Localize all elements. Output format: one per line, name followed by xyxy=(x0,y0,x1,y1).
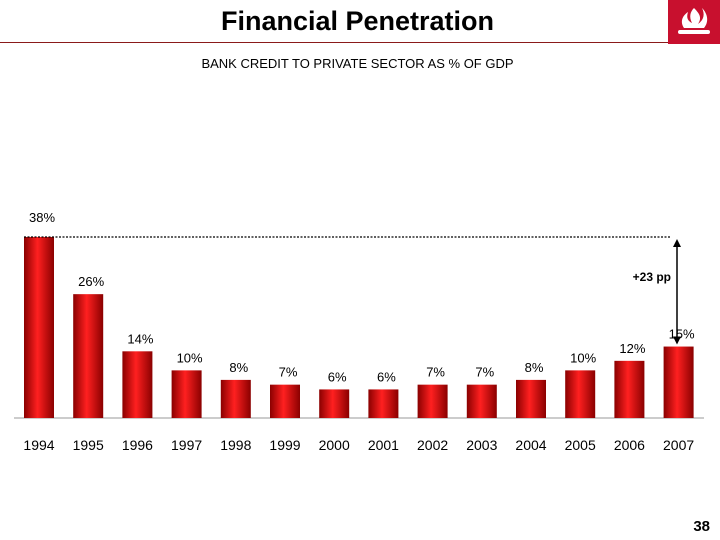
bar-2002 xyxy=(417,384,448,418)
value-label-1995: 26% xyxy=(78,274,104,289)
tick-label-2003: 2003 xyxy=(466,437,497,453)
bar-2007 xyxy=(663,346,694,418)
bar-1997 xyxy=(171,370,202,418)
bar-1995 xyxy=(73,294,104,418)
chart-subtitle: BANK CREDIT TO PRIVATE SECTOR AS % OF GD… xyxy=(201,56,514,71)
tick-label-2007: 2007 xyxy=(663,437,694,453)
tick-label-1996: 1996 xyxy=(122,437,153,453)
value-label-2005: 10% xyxy=(570,350,596,365)
bar-2004 xyxy=(516,379,546,418)
bar-2003 xyxy=(466,384,497,418)
tick-label-1999: 1999 xyxy=(269,437,300,453)
annotation-arrow xyxy=(673,239,681,345)
tick-label-1994: 1994 xyxy=(23,437,54,453)
annotation-label: +23 pp xyxy=(633,270,671,284)
value-label-2003: 7% xyxy=(475,365,494,380)
title-divider xyxy=(0,42,668,43)
value-label-2004: 8% xyxy=(525,360,544,375)
bar-1994 xyxy=(24,237,54,418)
tick-label-2002: 2002 xyxy=(417,437,448,453)
tick-label-1995: 1995 xyxy=(73,437,104,453)
santander-flame-icon xyxy=(668,0,720,44)
value-label-1996: 14% xyxy=(127,331,153,346)
bar-1998 xyxy=(220,379,251,418)
bar-2001 xyxy=(368,389,399,418)
value-label-1998: 8% xyxy=(229,360,248,375)
value-label-2002: 7% xyxy=(426,365,445,380)
tick-label-2001: 2001 xyxy=(368,437,399,453)
value-label-1994: 38% xyxy=(29,210,55,225)
bar-2000 xyxy=(319,389,350,418)
value-label-2007: 15% xyxy=(669,327,695,342)
tick-label-2004: 2004 xyxy=(515,437,546,453)
value-label-1997: 10% xyxy=(177,350,203,365)
value-label-2000: 6% xyxy=(328,369,347,384)
bar-1996 xyxy=(122,351,153,418)
tick-label-2006: 2006 xyxy=(614,437,645,453)
value-label-1999: 7% xyxy=(279,365,298,380)
bar-2005 xyxy=(565,370,596,418)
value-label-2006: 12% xyxy=(619,341,645,356)
bar-1999 xyxy=(270,384,300,418)
page-number: 38 xyxy=(693,518,710,535)
tick-label-1998: 1998 xyxy=(220,437,251,453)
bar-2006 xyxy=(614,360,645,418)
tick-label-2005: 2005 xyxy=(565,437,596,453)
page-title: Financial Penetration xyxy=(220,6,495,36)
value-label-2001: 6% xyxy=(377,369,396,384)
tick-label-2000: 2000 xyxy=(319,437,350,453)
tick-label-1997: 1997 xyxy=(171,437,202,453)
